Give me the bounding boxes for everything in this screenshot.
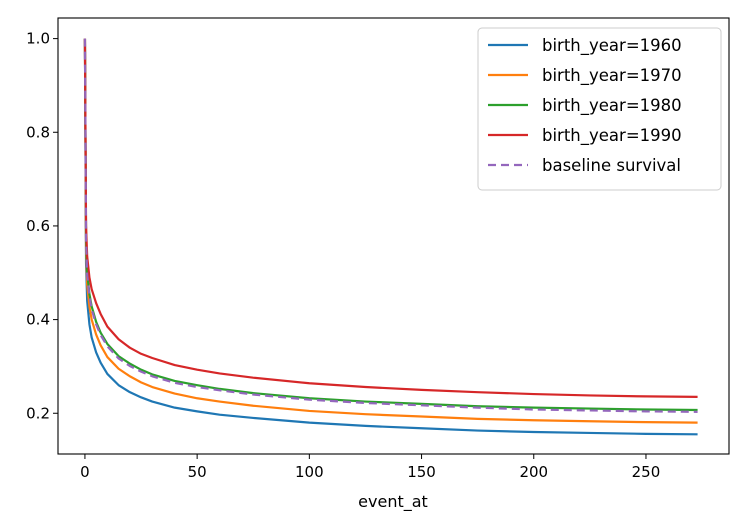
- x-tick-label: 50: [188, 463, 207, 481]
- x-tick-label: 250: [632, 463, 661, 481]
- legend-label: birth_year=1960: [542, 36, 682, 56]
- y-axis: 0.2 0.4 0.6 0.8 1.0: [26, 30, 58, 422]
- series-line-4: [83, 38, 698, 413]
- legend-label: baseline survival: [542, 156, 681, 175]
- series-line-3: [83, 38, 698, 398]
- x-axis-label: event_at: [358, 492, 428, 512]
- series-line-0: [83, 38, 698, 436]
- legend-box: [477, 27, 722, 191]
- legend-label: birth_year=1980: [542, 96, 682, 116]
- y-tick-label: 0.6: [26, 217, 50, 235]
- x-axis: 0 50 100 150 200 250: [80, 454, 660, 481]
- series-layer: [83, 38, 698, 436]
- y-tick-label: 0.8: [26, 123, 50, 141]
- x-tick-label: 150: [407, 463, 436, 481]
- series-line-1: [83, 38, 698, 424]
- y-tick-label: 0.4: [26, 311, 50, 329]
- legend-label: birth_year=1990: [542, 126, 682, 146]
- y-tick-label: 0.2: [26, 404, 50, 422]
- legend-label: birth_year=1970: [542, 66, 682, 86]
- y-tick-label: 1.0: [26, 30, 50, 48]
- x-tick-label: 100: [295, 463, 324, 481]
- x-tick-label: 0: [80, 463, 90, 481]
- x-tick-label: 200: [519, 463, 548, 481]
- legend: birth_year=1960 birth_year=1970 birth_year…: [477, 27, 722, 191]
- plot-frame: [57, 17, 730, 455]
